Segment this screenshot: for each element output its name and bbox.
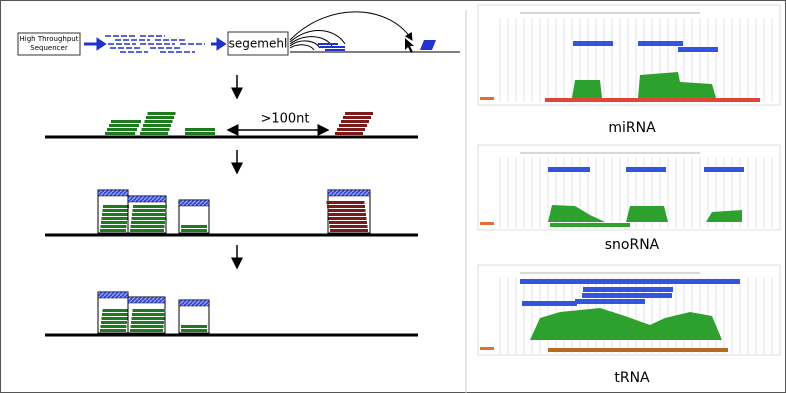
read — [133, 205, 167, 208]
read — [145, 120, 173, 123]
read — [339, 124, 367, 127]
read — [148, 112, 176, 115]
read — [328, 213, 366, 216]
panel-label: snoRNA — [605, 237, 660, 253]
annotation-bar — [575, 299, 645, 304]
read — [101, 321, 127, 324]
read — [142, 128, 170, 131]
figure: High Throughput Sequencer segemehl >100n… — [0, 0, 786, 393]
read — [345, 112, 373, 115]
read — [102, 313, 128, 316]
read — [328, 209, 366, 212]
mapper-label: segemehl — [229, 37, 288, 51]
read — [100, 229, 126, 232]
read — [132, 217, 166, 220]
read — [101, 325, 127, 328]
read — [185, 132, 215, 135]
track-label — [480, 97, 494, 100]
read — [181, 225, 207, 228]
read — [100, 329, 126, 332]
track-label — [480, 347, 494, 350]
cluster-cap — [128, 297, 165, 303]
read — [131, 321, 164, 324]
read — [146, 116, 174, 119]
read — [105, 132, 135, 135]
read — [327, 205, 365, 208]
read — [133, 309, 166, 312]
sequencer-label: Sequencer — [30, 44, 68, 52]
track-bar — [545, 98, 760, 102]
annotation-bar — [548, 167, 590, 172]
cluster-cap — [179, 300, 209, 306]
read — [343, 116, 371, 119]
cluster-cap — [128, 196, 166, 202]
cluster-cap — [179, 200, 209, 206]
annotation-bar — [520, 279, 740, 284]
browser-panel — [478, 5, 780, 105]
browser-panel — [478, 265, 780, 355]
read — [185, 128, 215, 131]
annotation-bar — [678, 47, 718, 52]
read — [101, 225, 127, 228]
read — [131, 325, 164, 328]
read — [329, 221, 367, 224]
cluster-cap — [98, 292, 128, 298]
track-bar — [550, 223, 630, 227]
panel-label: tRNA — [614, 370, 650, 386]
read — [330, 229, 368, 232]
read — [335, 132, 363, 135]
read — [337, 128, 365, 131]
read — [329, 217, 367, 220]
distance-label: >100nt — [260, 112, 309, 127]
sequencer-label: High Throughput — [20, 35, 79, 43]
read — [131, 221, 165, 224]
annotation-bar — [583, 287, 673, 292]
read — [107, 128, 137, 131]
panel-label: miRNA — [608, 120, 656, 136]
read — [181, 329, 207, 332]
annotation-bar — [626, 167, 666, 172]
track-bar — [548, 348, 728, 352]
read — [341, 120, 369, 123]
cluster-cap — [98, 190, 128, 196]
read — [133, 209, 167, 212]
read — [140, 132, 168, 135]
read — [103, 205, 129, 208]
read — [132, 317, 165, 320]
read — [181, 229, 207, 232]
read — [130, 329, 163, 332]
read — [111, 120, 141, 123]
read — [102, 213, 128, 216]
read — [109, 124, 139, 127]
read — [132, 313, 165, 316]
read — [101, 221, 127, 224]
read — [327, 201, 365, 204]
read — [330, 225, 368, 228]
read — [102, 317, 128, 320]
read — [131, 225, 165, 228]
read — [130, 229, 164, 232]
read — [103, 209, 129, 212]
read — [181, 325, 207, 328]
annotation-bar — [638, 41, 683, 46]
page: High Throughput Sequencer segemehl >100n… — [0, 0, 786, 393]
annotation-bar — [522, 301, 577, 306]
track-label — [480, 222, 494, 225]
cluster-cap — [328, 190, 370, 196]
annotation-bar — [573, 41, 613, 46]
annotation-bar — [582, 293, 672, 298]
read — [103, 309, 129, 312]
read — [102, 217, 128, 220]
read — [143, 124, 171, 127]
annotation-bar — [704, 167, 744, 172]
read — [132, 213, 166, 216]
